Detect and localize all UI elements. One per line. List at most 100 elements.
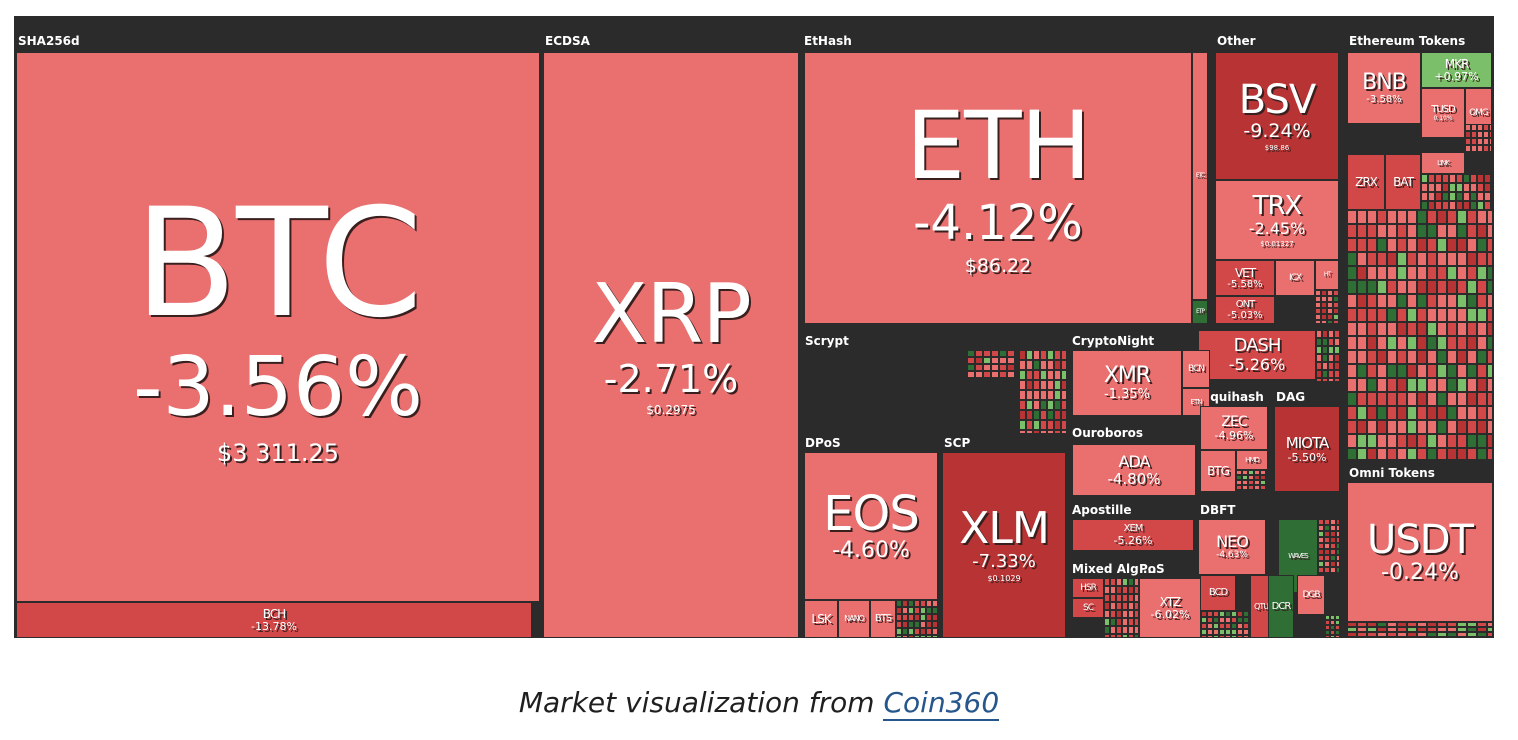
minor-coin-tile[interactable] [1483, 138, 1489, 145]
minor-coin-tile[interactable] [1134, 634, 1139, 638]
minor-coin-tile[interactable] [1471, 124, 1477, 131]
minor-coin-tile[interactable] [1347, 378, 1357, 392]
minor-coin-tile[interactable] [1437, 280, 1447, 294]
minor-coin-tile[interactable] [1367, 224, 1377, 238]
minor-coin-tile[interactable] [1437, 434, 1447, 448]
minor-coin-tile[interactable] [1334, 346, 1340, 354]
minor-coin-tile[interactable] [983, 371, 991, 378]
minor-coin-tile[interactable] [1347, 238, 1357, 252]
minor-coin-tile[interactable] [1427, 392, 1437, 406]
minor-coin-tile[interactable] [1116, 578, 1122, 586]
minor-coin-tile[interactable] [1026, 400, 1033, 410]
minor-coin-tile[interactable] [1026, 420, 1033, 430]
minor-coin-tile[interactable] [1457, 252, 1467, 266]
minor-coin-tile[interactable] [1367, 322, 1377, 336]
minor-coin-tile[interactable] [1435, 183, 1442, 192]
minor-coin-tile[interactable] [1254, 470, 1260, 475]
minor-coin-tile[interactable] [1122, 586, 1128, 594]
minor-coin-tile[interactable] [1367, 336, 1377, 350]
minor-coin-tile[interactable] [1421, 192, 1428, 201]
minor-coin-tile[interactable] [1019, 380, 1026, 390]
minor-coin-tile[interactable] [1447, 308, 1457, 322]
minor-coin-tile[interactable] [1019, 420, 1026, 430]
minor-coin-tile[interactable] [1417, 336, 1427, 350]
minor-coin-tile[interactable] [1324, 543, 1330, 549]
minor-coin-tile[interactable] [1033, 430, 1040, 434]
minor-coin-tile[interactable] [1243, 611, 1249, 617]
minor-coin-tile[interactable] [1484, 183, 1491, 192]
minor-coin-tile[interactable] [1231, 629, 1237, 635]
minor-coin-tile[interactable] [1328, 330, 1334, 338]
minor-coin-tile[interactable] [1447, 294, 1457, 308]
minor-coin-tile[interactable] [1377, 210, 1387, 224]
minor-coin-tile[interactable] [999, 378, 1007, 380]
minor-coin-tile[interactable] [1437, 252, 1447, 266]
minor-coin-tile[interactable] [1347, 350, 1357, 364]
minor-coin-tile[interactable] [1457, 434, 1467, 448]
coin-tile-dgb[interactable]: DGB [1297, 575, 1325, 615]
coin-tile-miota[interactable]: MIOTA -5.50% [1274, 406, 1340, 492]
minor-coin-tile[interactable] [1377, 420, 1387, 434]
minor-coin-tile[interactable] [1248, 475, 1254, 480]
minor-coin-tile[interactable] [1397, 308, 1407, 322]
minor-coin-tile[interactable] [1377, 266, 1387, 280]
minor-coin-tile[interactable] [1421, 174, 1428, 183]
minor-coin-tile[interactable] [1219, 617, 1225, 623]
minor-coin-tile[interactable] [1322, 346, 1328, 354]
minor-coin-tile[interactable] [1465, 145, 1471, 152]
minor-coin-tile[interactable] [1110, 594, 1116, 602]
minor-coin-tile[interactable] [1367, 308, 1377, 322]
minor-coin-tile[interactable] [1047, 420, 1054, 430]
coin-tile-bsv[interactable]: BSV -9.24% $98.86 [1215, 52, 1339, 180]
minor-coin-tile[interactable] [1122, 626, 1128, 634]
minor-coin-tile[interactable] [1324, 549, 1330, 555]
minor-coin-tile[interactable] [1335, 620, 1340, 625]
minor-coin-tile[interactable] [1330, 543, 1336, 549]
minor-coin-tile[interactable] [1387, 632, 1397, 637]
minor-coin-tile[interactable] [1207, 629, 1213, 635]
minor-coin-tile[interactable] [1330, 635, 1335, 638]
coin-tile-nano[interactable]: NANO [838, 600, 870, 638]
coin-tile-link[interactable]: LINK [1421, 152, 1465, 174]
coin-tile-bts[interactable]: BTS [870, 600, 896, 638]
minor-coin-tile[interactable] [1334, 362, 1340, 370]
coin-tile-usdt[interactable]: USDT -0.24% [1347, 482, 1493, 622]
minor-coin-tile[interactable] [1407, 252, 1417, 266]
minor-coin-tile[interactable] [1061, 400, 1067, 410]
minor-coin-tile[interactable] [1477, 364, 1487, 378]
minor-coin-tile[interactable] [1487, 224, 1493, 238]
coin-tile-bat[interactable]: BAT [1385, 154, 1421, 210]
minor-coin-tile[interactable] [1324, 567, 1330, 573]
minor-coin-tile[interactable] [1336, 519, 1340, 525]
minor-coin-tile[interactable] [1128, 618, 1134, 626]
coin-tile-hsr[interactable]: HSR [1072, 578, 1104, 598]
minor-coin-tile[interactable] [902, 628, 908, 635]
minor-coin-tile[interactable] [1387, 252, 1397, 266]
coin-tile-xrp[interactable]: XRP -2.71% $0.2975 [543, 52, 799, 638]
minor-coin-tile[interactable] [1026, 430, 1033, 434]
minor-coin-tile[interactable] [1321, 296, 1327, 302]
minor-coin-tile[interactable] [975, 350, 983, 357]
minor-coin-tile[interactable] [991, 371, 999, 378]
minor-coin-tile[interactable] [1321, 314, 1327, 320]
minor-coin-tile[interactable] [1334, 330, 1340, 338]
coin-tile-trx[interactable]: TRX -2.45% $0.01327 [1215, 180, 1339, 260]
minor-coin-tile[interactable] [1015, 350, 1017, 357]
minor-coin-tile[interactable] [1336, 555, 1340, 561]
minor-coin-tile[interactable] [1417, 406, 1427, 420]
minor-coin-tile[interactable] [1457, 392, 1467, 406]
minor-coin-tile[interactable] [1437, 322, 1447, 336]
minor-coin-tile[interactable] [1467, 434, 1477, 448]
minor-coin-tile[interactable] [1248, 485, 1254, 490]
minor-coin-tile[interactable] [1330, 561, 1336, 567]
minor-coin-tile[interactable] [1427, 266, 1437, 280]
coin-tile-lsk[interactable]: LSK [804, 600, 838, 638]
minor-coin-tile[interactable] [1122, 618, 1128, 626]
minor-coin-tile[interactable] [1260, 480, 1266, 485]
minor-coin-tile[interactable] [1437, 336, 1447, 350]
minor-coin-tile[interactable] [1357, 238, 1367, 252]
minor-coin-tile[interactable] [1377, 392, 1387, 406]
minor-coin-tile[interactable] [1397, 280, 1407, 294]
minor-coin-tile[interactable] [1470, 192, 1477, 201]
minor-coin-tile[interactable] [1477, 224, 1487, 238]
